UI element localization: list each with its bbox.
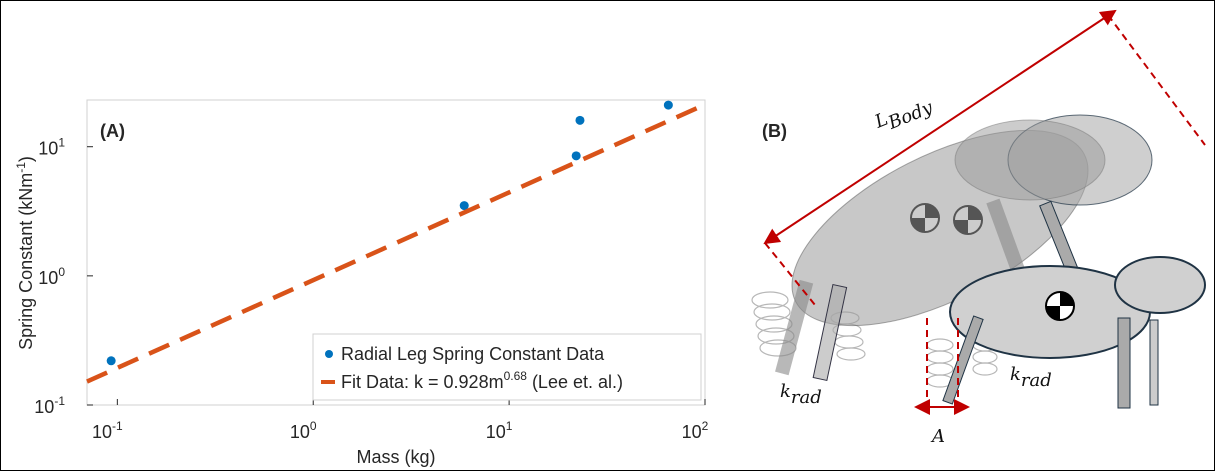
leg (1117, 317, 1131, 409)
leg (1149, 319, 1159, 406)
panel-label: (A) (100, 121, 125, 141)
faded-head (954, 119, 1106, 201)
y-axis-label: Spring Constant (kNm-1) (14, 156, 36, 350)
spring-label: krad (780, 381, 822, 408)
tick-exp: 1 (58, 136, 65, 150)
legend-tail: (Lee et. al.) (527, 372, 623, 392)
tick-label: 102 (682, 419, 709, 442)
y-label-exp: -1 (14, 162, 28, 173)
faded-leg (775, 279, 814, 376)
data-point (575, 115, 585, 125)
tick-base: 10 (38, 268, 58, 288)
data-point (571, 151, 581, 161)
tick-exp: -1 (112, 419, 123, 433)
legend-label: Fit Data: k = 0.928m0.68 (Lee et. al.) (341, 369, 623, 392)
faded-leg (812, 283, 848, 381)
tick-label: 100 (38, 265, 65, 288)
fit-line (86, 102, 706, 384)
dash-line (764, 242, 816, 306)
tick-label: 10-1 (34, 394, 65, 417)
x-axis-label: Mass (kg) (356, 447, 435, 467)
spring-main: k (780, 381, 791, 402)
spring-sub: rad (1021, 370, 1052, 391)
tick-label: 10-1 (92, 419, 123, 442)
tick-exp: 2 (702, 419, 709, 433)
legend-name: Fit Data: k = 0.928m (341, 372, 504, 392)
tick-exp: 0 (58, 265, 65, 279)
panel-label-b: (B) (762, 121, 787, 141)
tick-base: 10 (34, 397, 54, 417)
legend-label: Radial Leg Spring Constant Data (341, 344, 605, 364)
length-arrow (763, 9, 1117, 245)
diagram-b: (B) LBo (751, 9, 1206, 447)
tick-label: 101 (38, 136, 65, 159)
head (1114, 256, 1206, 314)
chart-a: (A) Mass (kg) Spring Constant (kNm-1) 10… (14, 99, 709, 467)
data-point (106, 356, 116, 366)
tick-base: 10 (92, 422, 112, 442)
legend-marker (325, 350, 333, 358)
legend-box (312, 333, 702, 401)
spring-label: krad (1010, 364, 1052, 391)
tick-base: 10 (486, 422, 506, 442)
data-point (459, 201, 469, 211)
legend-name: Radial Leg Spring Constant Data (341, 344, 605, 364)
legend-exp: 0.68 (504, 369, 528, 383)
tick-base: 10 (290, 422, 310, 442)
spring-sub: rad (791, 387, 822, 408)
tick-exp: 0 (310, 419, 317, 433)
dash-line (1107, 14, 1206, 146)
tick-base: 10 (38, 139, 58, 159)
tick-exp: 1 (506, 419, 513, 433)
tick-exp: -1 (54, 394, 65, 408)
tick-label: 101 (486, 419, 513, 442)
y-label-tail: ) (16, 156, 36, 162)
spring-main: k (1010, 364, 1021, 385)
y-label-text: Spring Constant (kNm (16, 173, 36, 350)
data-point (663, 100, 673, 110)
tick-label: 100 (290, 419, 317, 442)
tick-base: 10 (682, 422, 702, 442)
amplitude-label: A (930, 426, 945, 447)
